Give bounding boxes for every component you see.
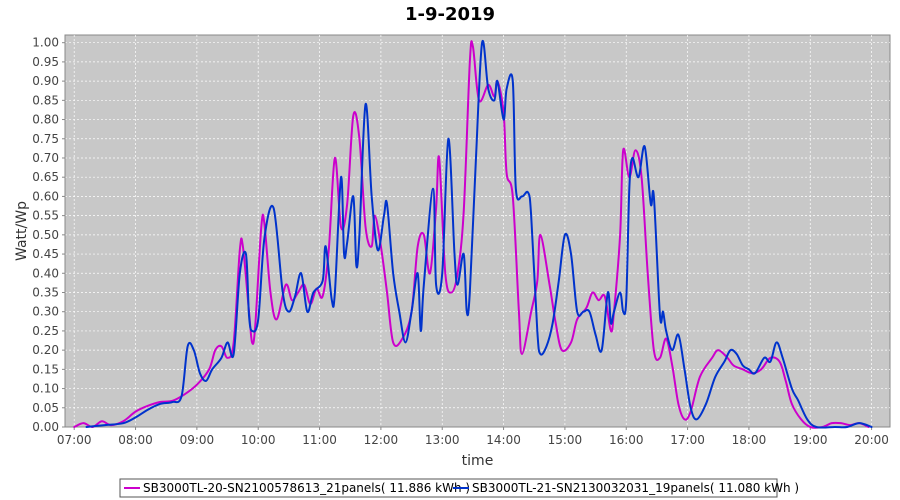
y-tick-label: 1.00 bbox=[32, 36, 59, 50]
y-tick-label: 0.65 bbox=[32, 170, 59, 184]
y-tick-label: 0.15 bbox=[32, 362, 59, 376]
y-tick-label: 0.35 bbox=[32, 285, 59, 299]
legend-entry-2: SB3000TL-21-SN2130032031_19panels( 11.08… bbox=[472, 481, 799, 495]
y-tick-label: 0.50 bbox=[32, 228, 59, 242]
y-axis-title: Watt/Wp bbox=[14, 201, 30, 261]
y-tick-label: 0.45 bbox=[32, 247, 59, 261]
x-tick-label: 15:00 bbox=[548, 433, 583, 447]
series-lines bbox=[73, 39, 873, 429]
legend-entry-1: SB3000TL-20-SN2100578613_21panels( 11.88… bbox=[143, 481, 470, 495]
x-tick-label: 08:00 bbox=[118, 433, 153, 447]
y-tick-label: 0.05 bbox=[32, 401, 59, 415]
x-tick-label: 10:00 bbox=[241, 433, 276, 447]
x-tick-label: 13:00 bbox=[425, 433, 460, 447]
x-tick-label: 20:00 bbox=[854, 433, 889, 447]
x-tick-label: 11:00 bbox=[302, 433, 337, 447]
legend-box bbox=[119, 478, 778, 498]
x-tick-label: 18:00 bbox=[732, 433, 767, 447]
y-tick-label: 0.10 bbox=[32, 382, 59, 396]
y-axis-ticks: 0.00 0.05 0.10 0.15 0.20 0.25 0.30 0.35 0.40 0.45… bbox=[32, 36, 65, 434]
chart-title: 1-9-2019 bbox=[405, 4, 495, 25]
y-tick-label: 0.60 bbox=[32, 189, 59, 203]
x-axis-title: time bbox=[462, 453, 494, 469]
y-tick-label: 0.25 bbox=[32, 324, 59, 338]
y-tick-label: 0.55 bbox=[32, 209, 59, 223]
x-tick-label: 07:00 bbox=[57, 433, 92, 447]
x-tick-label: 19:00 bbox=[793, 433, 828, 447]
y-tick-label: 0.85 bbox=[32, 93, 59, 107]
y-tick-label: 0.20 bbox=[32, 343, 59, 357]
y-tick-label: 0.00 bbox=[32, 420, 59, 434]
y-tick-label: 0.95 bbox=[32, 55, 59, 69]
y-tick-label: 0.40 bbox=[32, 266, 59, 280]
legend: SB3000TL-20-SN2100578613_21panels( 11.88… bbox=[119, 478, 799, 498]
y-tick-label: 0.80 bbox=[32, 113, 59, 127]
x-tick-label: 17:00 bbox=[670, 433, 705, 447]
y-tick-label: 0.75 bbox=[32, 132, 59, 146]
x-axis-ticks: 07:00 08:00 09:00 10:00 11:00 12:00 13:00 14:00… bbox=[57, 427, 889, 447]
x-tick-label: 16:00 bbox=[609, 433, 644, 447]
y-tick-label: 0.90 bbox=[32, 74, 59, 88]
y-tick-label: 0.30 bbox=[32, 305, 59, 319]
x-tick-label: 14:00 bbox=[486, 433, 521, 447]
x-tick-label: 09:00 bbox=[180, 433, 215, 447]
y-tick-label: 0.70 bbox=[32, 151, 59, 165]
x-tick-label: 12:00 bbox=[364, 433, 399, 447]
series-line-2 bbox=[85, 39, 873, 429]
